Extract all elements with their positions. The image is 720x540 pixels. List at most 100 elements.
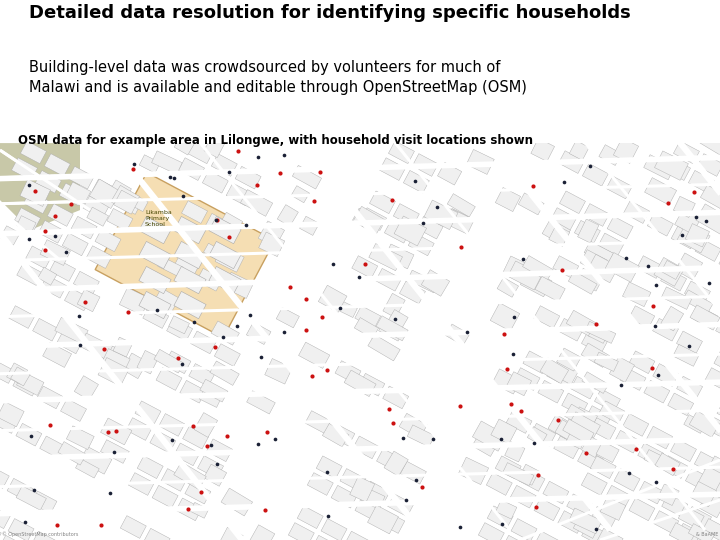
Point bbox=[66, 200, 77, 208]
Polygon shape bbox=[549, 225, 570, 246]
Polygon shape bbox=[596, 441, 619, 463]
Polygon shape bbox=[96, 342, 124, 366]
Polygon shape bbox=[614, 430, 640, 453]
Polygon shape bbox=[647, 213, 673, 236]
Polygon shape bbox=[505, 442, 525, 462]
Polygon shape bbox=[352, 256, 378, 279]
Polygon shape bbox=[89, 179, 121, 208]
Polygon shape bbox=[519, 469, 545, 491]
Polygon shape bbox=[447, 208, 468, 226]
Polygon shape bbox=[692, 306, 718, 328]
Polygon shape bbox=[209, 217, 241, 244]
Polygon shape bbox=[487, 506, 513, 529]
Point bbox=[359, 260, 370, 268]
Polygon shape bbox=[111, 185, 140, 213]
Polygon shape bbox=[594, 352, 618, 372]
Polygon shape bbox=[523, 255, 553, 281]
Polygon shape bbox=[292, 165, 322, 189]
Polygon shape bbox=[323, 423, 349, 447]
Polygon shape bbox=[20, 141, 46, 164]
Point bbox=[620, 253, 631, 262]
Polygon shape bbox=[690, 305, 720, 330]
Point bbox=[616, 380, 627, 389]
Polygon shape bbox=[577, 449, 603, 471]
Polygon shape bbox=[677, 523, 703, 540]
Polygon shape bbox=[77, 289, 100, 312]
Point bbox=[205, 441, 217, 449]
Polygon shape bbox=[120, 288, 150, 315]
Polygon shape bbox=[559, 191, 585, 214]
Polygon shape bbox=[569, 412, 600, 437]
Polygon shape bbox=[697, 154, 720, 177]
Point bbox=[552, 416, 564, 425]
Polygon shape bbox=[693, 535, 719, 540]
Point bbox=[95, 520, 107, 529]
Point bbox=[647, 363, 658, 372]
Polygon shape bbox=[719, 252, 720, 274]
Polygon shape bbox=[190, 502, 209, 518]
Polygon shape bbox=[86, 246, 112, 268]
Polygon shape bbox=[582, 164, 608, 186]
Polygon shape bbox=[353, 436, 379, 458]
Polygon shape bbox=[0, 411, 18, 434]
Point bbox=[631, 444, 642, 453]
Polygon shape bbox=[0, 523, 1, 540]
Point bbox=[309, 197, 320, 205]
Polygon shape bbox=[467, 150, 494, 174]
Polygon shape bbox=[573, 516, 599, 538]
Polygon shape bbox=[83, 196, 109, 219]
Polygon shape bbox=[122, 353, 148, 379]
Polygon shape bbox=[458, 457, 489, 484]
Polygon shape bbox=[675, 210, 701, 234]
Polygon shape bbox=[548, 414, 574, 439]
Polygon shape bbox=[95, 172, 275, 338]
Polygon shape bbox=[174, 443, 199, 465]
Point bbox=[251, 180, 263, 189]
Point bbox=[353, 273, 364, 281]
Polygon shape bbox=[139, 292, 171, 319]
Polygon shape bbox=[204, 136, 225, 158]
Polygon shape bbox=[562, 393, 588, 416]
Polygon shape bbox=[559, 151, 585, 173]
Point bbox=[244, 310, 256, 319]
Polygon shape bbox=[424, 200, 458, 230]
Polygon shape bbox=[629, 351, 655, 374]
Point bbox=[383, 404, 395, 413]
Polygon shape bbox=[226, 183, 252, 206]
Polygon shape bbox=[379, 319, 405, 341]
Polygon shape bbox=[40, 240, 71, 266]
Polygon shape bbox=[354, 318, 379, 339]
Polygon shape bbox=[388, 141, 415, 164]
Polygon shape bbox=[159, 414, 185, 436]
Polygon shape bbox=[352, 208, 378, 231]
Polygon shape bbox=[258, 221, 284, 247]
Polygon shape bbox=[24, 191, 50, 214]
Polygon shape bbox=[607, 217, 633, 239]
Polygon shape bbox=[44, 154, 71, 177]
Polygon shape bbox=[385, 309, 408, 334]
Polygon shape bbox=[60, 399, 86, 421]
Polygon shape bbox=[40, 275, 66, 298]
Text: OSM data for example area in Lilongwe, with household visit locations shown: OSM data for example area in Lilongwe, w… bbox=[18, 134, 533, 147]
Polygon shape bbox=[355, 306, 381, 328]
Point bbox=[240, 221, 252, 230]
Polygon shape bbox=[571, 376, 597, 399]
Polygon shape bbox=[59, 183, 85, 206]
Polygon shape bbox=[506, 411, 532, 434]
Point bbox=[307, 372, 318, 381]
Polygon shape bbox=[653, 363, 679, 386]
Polygon shape bbox=[587, 254, 618, 283]
Point bbox=[508, 313, 519, 321]
Polygon shape bbox=[17, 215, 36, 233]
Polygon shape bbox=[235, 166, 261, 189]
Point bbox=[527, 182, 539, 191]
Polygon shape bbox=[210, 361, 239, 386]
Polygon shape bbox=[316, 456, 342, 478]
Polygon shape bbox=[14, 208, 40, 231]
Polygon shape bbox=[581, 343, 610, 367]
Point bbox=[558, 177, 570, 186]
Polygon shape bbox=[156, 368, 182, 390]
Polygon shape bbox=[209, 241, 241, 269]
Polygon shape bbox=[13, 373, 39, 396]
Polygon shape bbox=[174, 266, 206, 294]
